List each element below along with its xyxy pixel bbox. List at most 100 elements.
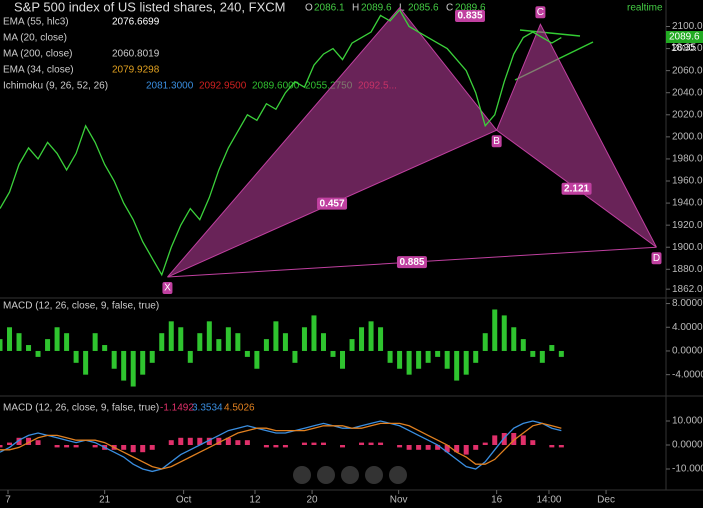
histogram-bar — [311, 442, 317, 445]
histogram-bar — [235, 333, 241, 351]
histogram-bar — [454, 445, 460, 453]
histogram-bar — [340, 445, 346, 448]
ohlc-value: 2089.6 — [361, 3, 392, 14]
y-tick-label: 0.0000 — [672, 440, 703, 451]
histogram-bar — [444, 350, 450, 369]
histogram-bar — [387, 350, 393, 363]
indicator-value: 2055.2750 — [305, 81, 353, 92]
ohlc-label: O — [305, 3, 313, 14]
y-tick-label: 1980.0 — [672, 154, 703, 165]
histogram-bar — [368, 321, 374, 351]
histogram-bar — [444, 445, 450, 453]
histogram-bar — [282, 445, 288, 448]
histogram-bar — [54, 445, 60, 448]
point-label-box — [535, 6, 546, 19]
zoom-in-button[interactable] — [365, 466, 383, 484]
indicator-name: EMA (55, hlc3) — [3, 17, 69, 28]
ohlc-label: L — [399, 3, 405, 14]
histogram-bar — [416, 350, 422, 369]
histogram-bar — [368, 442, 374, 445]
histogram-bar — [473, 445, 479, 450]
y-tick-label: 0.0000 — [672, 346, 703, 357]
indicator-name: Ichimoku (9, 26, 52, 26) — [3, 81, 108, 92]
histogram-bar — [178, 327, 184, 351]
y-tick-label: 2040.0 — [672, 87, 703, 98]
indicator-value: 2092.9500 — [199, 81, 247, 92]
y-tick-label: 2060.0 — [672, 65, 703, 76]
panel-title: MACD (12, 26, close, 9, false, true) — [3, 301, 159, 312]
ratio-label: 2.121 — [564, 183, 589, 194]
y-tick-label: -4.0000 — [672, 369, 703, 380]
indicator-name: MA (20, close) — [3, 33, 67, 44]
histogram-bar — [26, 437, 32, 445]
indicator-name: EMA (34, close) — [3, 65, 74, 76]
histogram-bar — [197, 333, 203, 351]
zoom-out-button[interactable] — [317, 466, 335, 484]
y-tick-label: 1920.0 — [672, 220, 703, 231]
histogram-bar — [273, 321, 279, 351]
ratio-box — [561, 182, 592, 195]
indicator-value: 2089.6000 — [252, 81, 300, 92]
ratio-box — [396, 256, 427, 269]
macd-line — [0, 422, 562, 470]
histogram-bar — [111, 350, 117, 369]
x-tick-label: Dec — [597, 495, 615, 506]
histogram-bar — [292, 350, 298, 363]
indicator-value: 2076.6699 — [112, 17, 160, 28]
y-tick-label: 1960.0 — [672, 176, 703, 187]
histogram-bar — [263, 445, 269, 448]
indicator-value: 2060.8019 — [112, 49, 160, 60]
histogram-bar — [216, 437, 222, 445]
histogram-bar — [130, 350, 136, 387]
trend-line — [519, 29, 581, 37]
histogram-bar — [225, 437, 231, 445]
panel-title: MACD (12, 26, close, 9, false, true) — [3, 403, 159, 414]
histogram-bar — [359, 442, 365, 445]
histogram-bar — [244, 440, 250, 445]
scroll-left-button[interactable] — [293, 466, 311, 484]
histogram-bar — [340, 350, 346, 369]
histogram-bar — [159, 333, 165, 351]
histogram-bar — [558, 350, 564, 357]
price-tag-label: 2089.6 — [669, 32, 700, 43]
histogram-bar — [463, 445, 469, 455]
price-line — [0, 8, 562, 277]
reset-button[interactable] — [341, 466, 359, 484]
x-tick-label: Oct — [176, 495, 192, 506]
histogram-bar — [35, 350, 41, 357]
indicator-value: 2081.3000 — [146, 81, 194, 92]
histogram-bar — [530, 440, 536, 445]
histogram-bar — [64, 445, 70, 448]
histogram-bar — [359, 327, 365, 351]
histogram-bar — [511, 327, 517, 351]
histogram-bar — [64, 333, 70, 351]
ratio-label: 0.885 — [399, 257, 424, 268]
histogram-bar — [397, 445, 403, 448]
histogram-bar — [378, 327, 384, 351]
histogram-bar — [263, 339, 269, 351]
histogram-bar — [187, 437, 193, 445]
histogram-bar — [244, 350, 250, 357]
point-label-box — [651, 252, 662, 265]
y-tick-label: 4.0000 — [672, 322, 703, 333]
histogram-bar — [273, 445, 279, 448]
x-tick-label: 12 — [249, 495, 261, 506]
histogram-bar — [320, 442, 326, 445]
ohlc-value: 2086.1 — [314, 3, 345, 14]
histogram-bar — [549, 445, 555, 448]
histogram-bar — [473, 350, 479, 363]
histogram-bar — [92, 445, 98, 448]
y-tick-label: 1940.0 — [672, 198, 703, 209]
histogram-bar — [539, 350, 545, 363]
histogram-bar — [311, 315, 317, 351]
histogram-bar — [178, 437, 184, 445]
histogram-bar — [558, 445, 564, 448]
histogram-bar — [425, 445, 431, 450]
status: realtime — [627, 3, 663, 14]
histogram-bar — [425, 350, 431, 363]
histogram-bar — [197, 437, 203, 445]
histogram-bar — [206, 437, 212, 445]
histogram-bar — [149, 350, 155, 363]
scroll-right-button[interactable] — [389, 466, 407, 484]
